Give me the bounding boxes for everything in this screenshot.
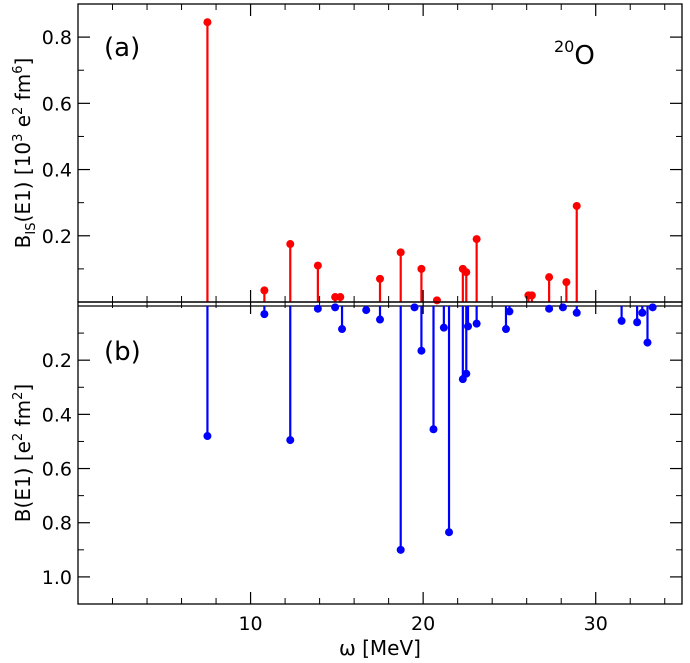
panel-a: 0.2 0.4 0.6 0.8 (a) 20O BIS(E1) [103 e2 fm6…	[11, 3, 683, 305]
panel-a-point	[462, 268, 471, 277]
panel-b-ylabel: B(E1) [e2 fm2]	[11, 384, 35, 522]
panel-a-point	[562, 278, 571, 287]
panel-a-point	[336, 293, 345, 302]
panel-a-point	[376, 274, 384, 283]
panel-b-point	[545, 304, 554, 313]
panel-a-point	[203, 18, 212, 27]
panel-b-point	[396, 545, 405, 554]
panel-a-point	[572, 201, 581, 210]
panel-b-ytick-label: 0.8	[42, 513, 72, 535]
panel-a-ylabel: BIS(E1) [103 e2 fm6]	[11, 58, 39, 249]
panel-b-point	[260, 310, 269, 319]
panel-b-point	[464, 322, 473, 331]
x-tick-label: 20	[411, 613, 435, 635]
panel-a-point	[260, 286, 269, 295]
panel-a-point	[545, 273, 554, 282]
panel-b-point	[410, 303, 419, 312]
panel-b-ytick-label: 0.4	[42, 404, 72, 426]
panel-b-ytick-label: 0.2	[42, 350, 72, 372]
panel-b-point	[362, 306, 371, 315]
panel-a-label: (a)	[104, 33, 140, 63]
panel-b: 0.2 0.4 0.6 0.8 1.0 (b) B(E1) [e2 fm2]	[11, 301, 683, 605]
panel-a-ytick-label: 0.2	[42, 226, 72, 248]
panel-b-point	[439, 323, 448, 332]
nucleus-label: 20O	[554, 37, 595, 71]
panel-b-point	[505, 307, 514, 316]
panel-a-ytick-label: 0.6	[42, 93, 72, 115]
panel-b-point	[376, 315, 384, 324]
panel-b-point	[638, 308, 647, 317]
panel-a-point	[472, 235, 481, 244]
panel-b-point	[331, 303, 340, 312]
panel-b-point	[445, 528, 454, 537]
panel-b-point	[203, 432, 212, 441]
nucleus-mass-number: 20	[554, 37, 574, 56]
x-axis-label: ω [MeV]	[339, 636, 421, 660]
panel-b-point	[633, 318, 642, 327]
panel-b-point	[313, 304, 322, 313]
panel-b-frame	[77, 301, 683, 605]
x-axis: 10 20 30	[112, 4, 666, 635]
x-tick-label: 10	[238, 613, 262, 635]
panel-b-ticks: 0.2 0.4 0.6 0.8 1.0	[42, 332, 682, 605]
panel-b-point	[558, 303, 567, 312]
panel-b-ytick-label: 0.6	[42, 459, 72, 481]
panel-b-point	[472, 319, 481, 328]
panel-b-label: (b)	[104, 337, 141, 367]
panel-b-point	[462, 369, 471, 378]
panel-a-point	[527, 291, 536, 300]
panel-b-point	[572, 308, 581, 317]
panel-b-point	[429, 425, 438, 434]
panel-a-ticks: 0.2 0.4 0.6 0.8	[42, 3, 682, 270]
panel-a-ytick-label: 0.8	[42, 27, 72, 49]
panel-b-point	[648, 303, 657, 312]
panel-a-marks	[203, 18, 581, 305]
panel-b-marks	[78, 303, 682, 554]
panel-a-point	[396, 248, 405, 257]
panel-b-point	[417, 346, 426, 355]
panel-a-point	[432, 296, 441, 305]
panel-b-point	[338, 325, 347, 334]
nucleus-element: O	[574, 41, 594, 71]
panel-a-point	[417, 264, 426, 273]
x-tick-label: 30	[584, 613, 608, 635]
panel-a-point	[286, 240, 295, 249]
panel-b-point	[286, 436, 295, 445]
panel-a-point	[313, 261, 322, 270]
panel-a-ytick-label: 0.4	[42, 160, 72, 182]
panel-b-ytick-label: 1.0	[42, 567, 72, 589]
panel-b-point	[643, 338, 652, 347]
panel-b-point	[617, 316, 626, 325]
panel-b-point	[501, 325, 510, 334]
